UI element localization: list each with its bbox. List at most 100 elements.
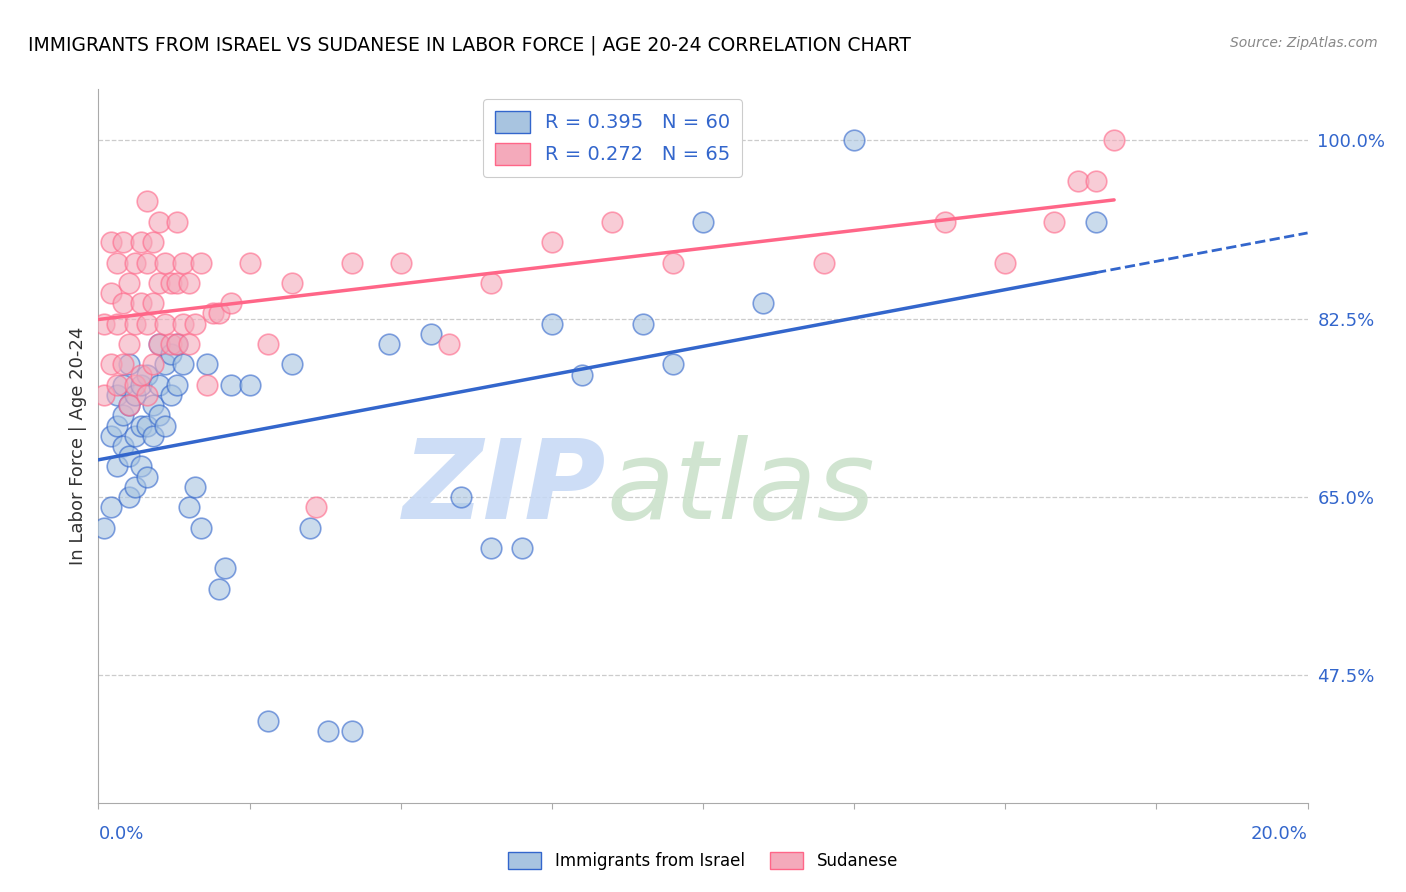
Point: [129, 459, 152, 474]
Point: [281, 276, 304, 290]
Point: [100, 429, 122, 443]
Point: [160, 347, 183, 361]
Point: [305, 500, 328, 515]
Point: [1067, 174, 1090, 188]
Point: [184, 480, 207, 494]
Point: [129, 418, 152, 433]
Point: [129, 377, 152, 392]
Point: [1042, 215, 1064, 229]
Point: [166, 337, 188, 351]
Y-axis label: In Labor Force | Age 20-24: In Labor Force | Age 20-24: [69, 326, 87, 566]
Point: [100, 286, 122, 301]
Point: [602, 215, 624, 229]
Point: [153, 418, 176, 433]
Point: [631, 317, 654, 331]
Point: [105, 388, 128, 402]
Point: [692, 215, 714, 229]
Point: [100, 235, 122, 249]
Point: [153, 255, 176, 269]
Point: [111, 235, 134, 249]
Point: [129, 368, 152, 382]
Text: ZIP: ZIP: [402, 435, 606, 542]
Point: [934, 215, 956, 229]
Point: [202, 306, 225, 320]
Point: [172, 358, 194, 372]
Point: [142, 398, 165, 412]
Legend: R = 0.395   N = 60, R = 0.272   N = 65: R = 0.395 N = 60, R = 0.272 N = 65: [484, 99, 742, 177]
Point: [111, 296, 134, 310]
Point: [118, 276, 141, 290]
Text: 20.0%: 20.0%: [1251, 825, 1308, 843]
Point: [153, 358, 176, 372]
Point: [93, 520, 115, 534]
Point: [190, 255, 212, 269]
Point: [142, 296, 165, 310]
Point: [166, 377, 188, 392]
Point: [208, 582, 231, 596]
Point: [93, 317, 115, 331]
Point: [153, 317, 176, 331]
Point: [342, 255, 364, 269]
Point: [93, 388, 115, 402]
Point: [389, 255, 412, 269]
Point: [342, 724, 364, 739]
Point: [190, 520, 212, 534]
Point: [135, 368, 157, 382]
Point: [148, 276, 170, 290]
Point: [299, 520, 322, 534]
Point: [540, 317, 562, 331]
Point: [118, 358, 141, 372]
Point: [160, 388, 183, 402]
Point: [172, 317, 194, 331]
Point: [214, 561, 236, 575]
Point: [124, 388, 146, 402]
Point: [221, 377, 243, 392]
Point: [437, 337, 460, 351]
Point: [377, 337, 399, 351]
Point: [148, 337, 170, 351]
Point: [105, 377, 128, 392]
Point: [142, 358, 165, 372]
Point: [105, 418, 128, 433]
Point: [135, 388, 157, 402]
Text: Source: ZipAtlas.com: Source: ZipAtlas.com: [1230, 36, 1378, 50]
Point: [510, 541, 533, 555]
Point: [118, 449, 141, 463]
Point: [160, 276, 183, 290]
Point: [100, 358, 122, 372]
Point: [179, 337, 201, 351]
Point: [481, 276, 503, 290]
Point: [662, 255, 685, 269]
Point: [135, 317, 157, 331]
Point: [142, 429, 165, 443]
Point: [118, 490, 141, 504]
Point: [281, 358, 304, 372]
Point: [256, 714, 278, 729]
Point: [105, 459, 128, 474]
Point: [1102, 133, 1125, 147]
Point: [100, 500, 122, 515]
Point: [179, 276, 201, 290]
Point: [124, 377, 146, 392]
Point: [166, 337, 188, 351]
Point: [124, 255, 146, 269]
Point: [179, 500, 201, 515]
Point: [135, 418, 157, 433]
Point: [129, 296, 152, 310]
Point: [135, 255, 157, 269]
Point: [1085, 174, 1108, 188]
Point: [148, 215, 170, 229]
Point: [256, 337, 278, 351]
Point: [111, 439, 134, 453]
Point: [111, 358, 134, 372]
Point: [111, 409, 134, 423]
Point: [135, 469, 157, 483]
Point: [1085, 215, 1108, 229]
Point: [148, 409, 170, 423]
Point: [813, 255, 835, 269]
Point: [221, 296, 243, 310]
Point: [124, 480, 146, 494]
Point: [184, 317, 207, 331]
Point: [571, 368, 593, 382]
Point: [994, 255, 1017, 269]
